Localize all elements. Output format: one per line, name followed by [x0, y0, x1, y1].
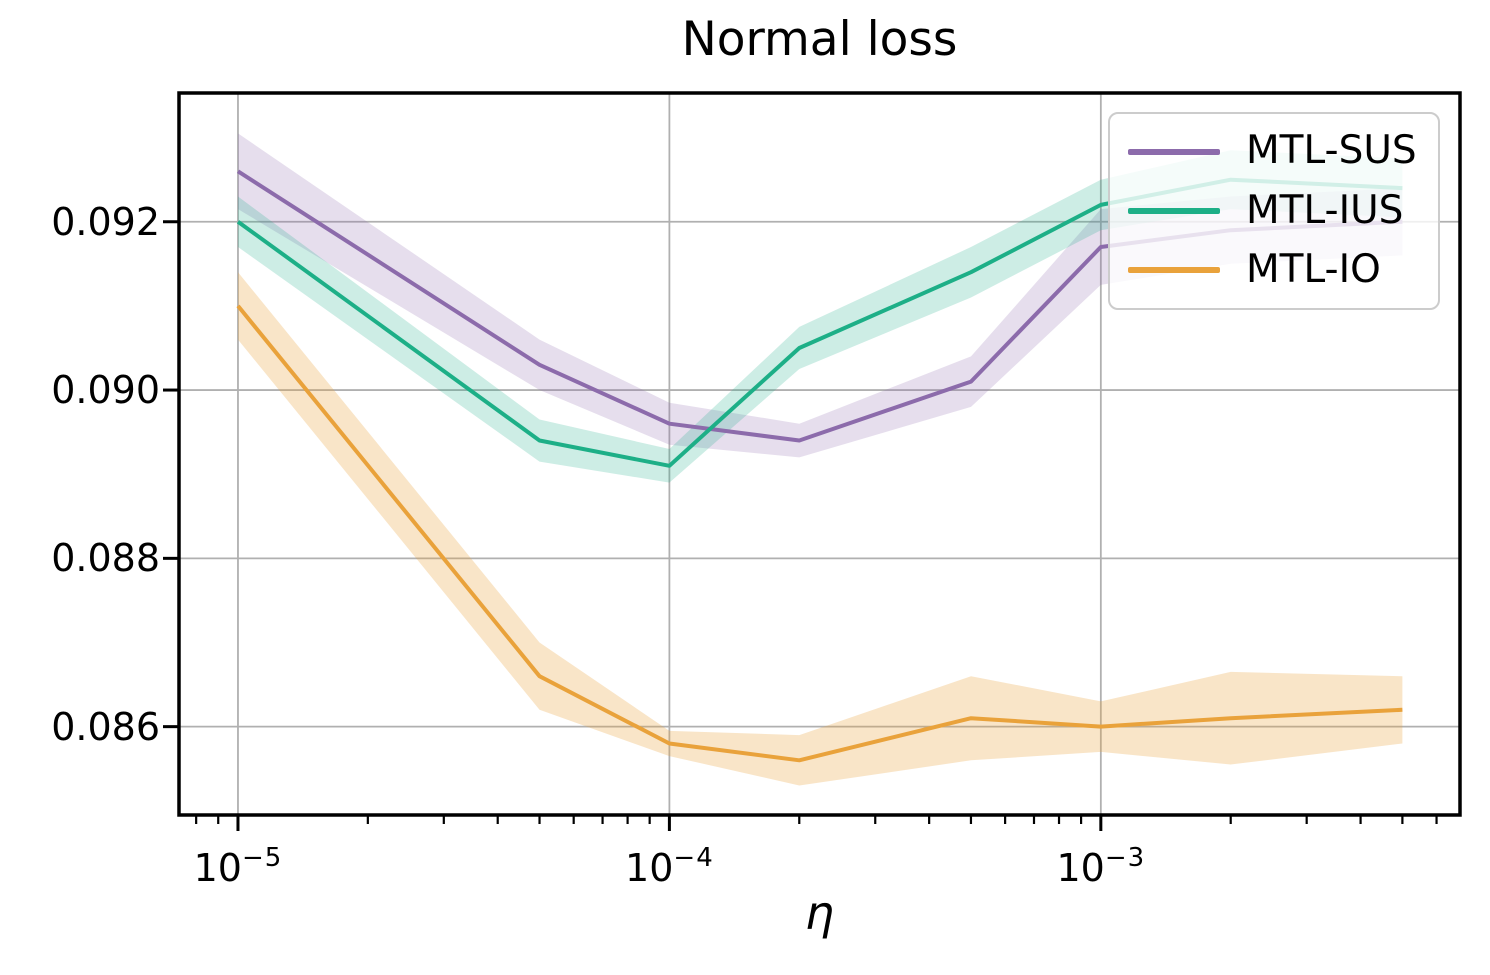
legend-item-mtl-io: MTL-IO — [1128, 247, 1420, 294]
x-axis-label: η — [804, 886, 835, 940]
x-tick-label: 10−4 — [625, 843, 714, 890]
legend-item-mtl-ius: MTL-IUS — [1128, 188, 1420, 235]
chart-title: Normal loss — [681, 12, 958, 67]
legend-label: MTL-SUS — [1246, 128, 1417, 174]
legend: MTL-SUS MTL-IUS MTL-IO — [1108, 112, 1440, 310]
series-line-mtl-io — [236, 304, 1403, 763]
y-tick-label: 0.090 — [51, 368, 160, 413]
legend-label: MTL-IO — [1246, 246, 1381, 292]
legend-label: MTL-IUS — [1246, 187, 1404, 233]
legend-line-swatch-mtl-sus — [1128, 148, 1220, 155]
y-tick-label: 0.086 — [51, 704, 160, 749]
axes-frame — [177, 91, 1462, 817]
x-tick-label: 10−5 — [193, 843, 283, 890]
y-tick-label: 0.092 — [51, 199, 160, 244]
legend-line-swatch-mtl-ius — [1128, 207, 1220, 214]
y-tick-label: 0.088 — [51, 536, 160, 581]
legend-item-mtl-sus: MTL-SUS — [1128, 128, 1420, 175]
legend-line-swatch-mtl-io — [1128, 267, 1220, 274]
confidence-band-mtl-io — [238, 272, 1403, 786]
x-tick-label: 10−3 — [1056, 843, 1146, 890]
